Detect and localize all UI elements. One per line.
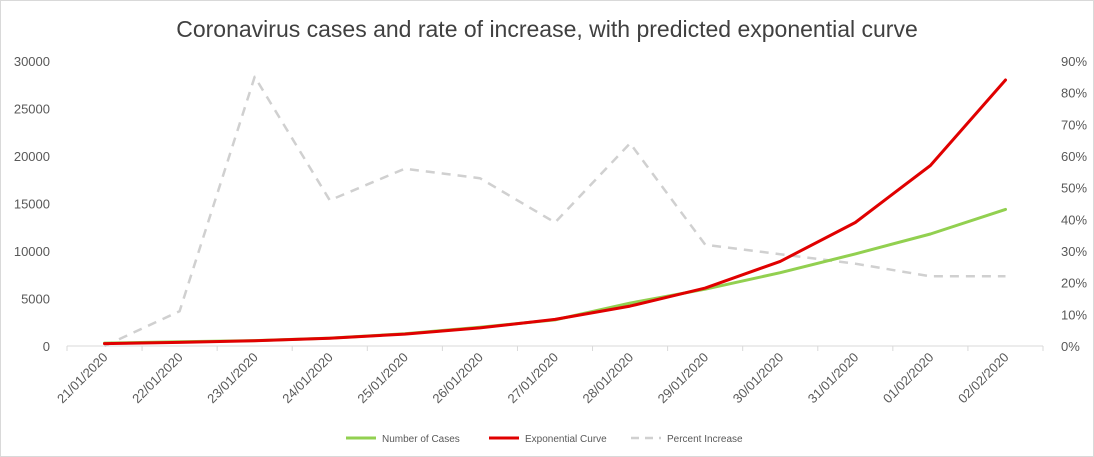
y-right-tick-label: 70% xyxy=(1061,117,1087,132)
y-right-tick-label: 60% xyxy=(1061,149,1087,164)
x-tick-label: 22/01/2020 xyxy=(129,350,186,407)
series-line-exponential-curve xyxy=(103,78,1007,346)
y-left-tick-label: 5000 xyxy=(21,292,50,307)
x-tick-label: 28/01/2020 xyxy=(580,350,637,407)
y-left-tick-label: 30000 xyxy=(14,54,50,69)
y-right-tick-label: 0% xyxy=(1061,339,1080,354)
y-left-tick-label: 10000 xyxy=(14,244,50,259)
y-right-tick-label: 30% xyxy=(1061,244,1087,259)
chart-title: Coronavirus cases and rate of increase, … xyxy=(176,16,918,42)
y-right-tick-label: 10% xyxy=(1061,307,1087,322)
x-tick-label: 02/02/2020 xyxy=(955,350,1012,407)
legend-label-exponential-curve: Exponential Curve xyxy=(525,434,607,445)
y-left-tick-label: 15000 xyxy=(14,197,50,212)
y-right-tick-label: 50% xyxy=(1061,181,1087,196)
y-right-tick-label: 80% xyxy=(1061,86,1087,101)
x-tick-label: 23/01/2020 xyxy=(204,350,261,407)
series-layer xyxy=(103,75,1007,348)
y-right-tick-label: 90% xyxy=(1061,54,1087,69)
y-right-tick-label: 40% xyxy=(1061,212,1087,227)
series-line-percent-increase xyxy=(103,75,1006,348)
x-tick-label: 30/01/2020 xyxy=(730,350,787,407)
x-tick-label: 31/01/2020 xyxy=(805,350,862,407)
legend: Number of Cases Exponential Curve Percent … xyxy=(346,434,743,445)
x-tick-label: 27/01/2020 xyxy=(504,350,561,407)
legend-label-number-of-cases: Number of Cases xyxy=(382,434,460,445)
y-left-tick-label: 20000 xyxy=(14,149,50,164)
x-tick-label: 29/01/2020 xyxy=(655,350,712,407)
axes-layer: 21/01/2020 22/01/2020 23/01/2020 24/01/2020… xyxy=(14,54,1088,406)
legend-label-percent-increase: Percent Increase xyxy=(667,434,743,445)
x-tick-label: 24/01/2020 xyxy=(279,350,336,407)
x-tick-label: 01/02/2020 xyxy=(880,350,937,407)
x-tick-label: 25/01/2020 xyxy=(354,350,411,407)
y-left-tick-label: 0 xyxy=(43,339,50,354)
y-left-tick-label: 25000 xyxy=(14,102,50,117)
series-line-number-of-cases xyxy=(103,207,1007,345)
y-right-tick-label: 20% xyxy=(1061,276,1087,291)
x-tick-label: 26/01/2020 xyxy=(429,350,486,407)
x-tick-label: 21/01/2020 xyxy=(54,350,111,407)
